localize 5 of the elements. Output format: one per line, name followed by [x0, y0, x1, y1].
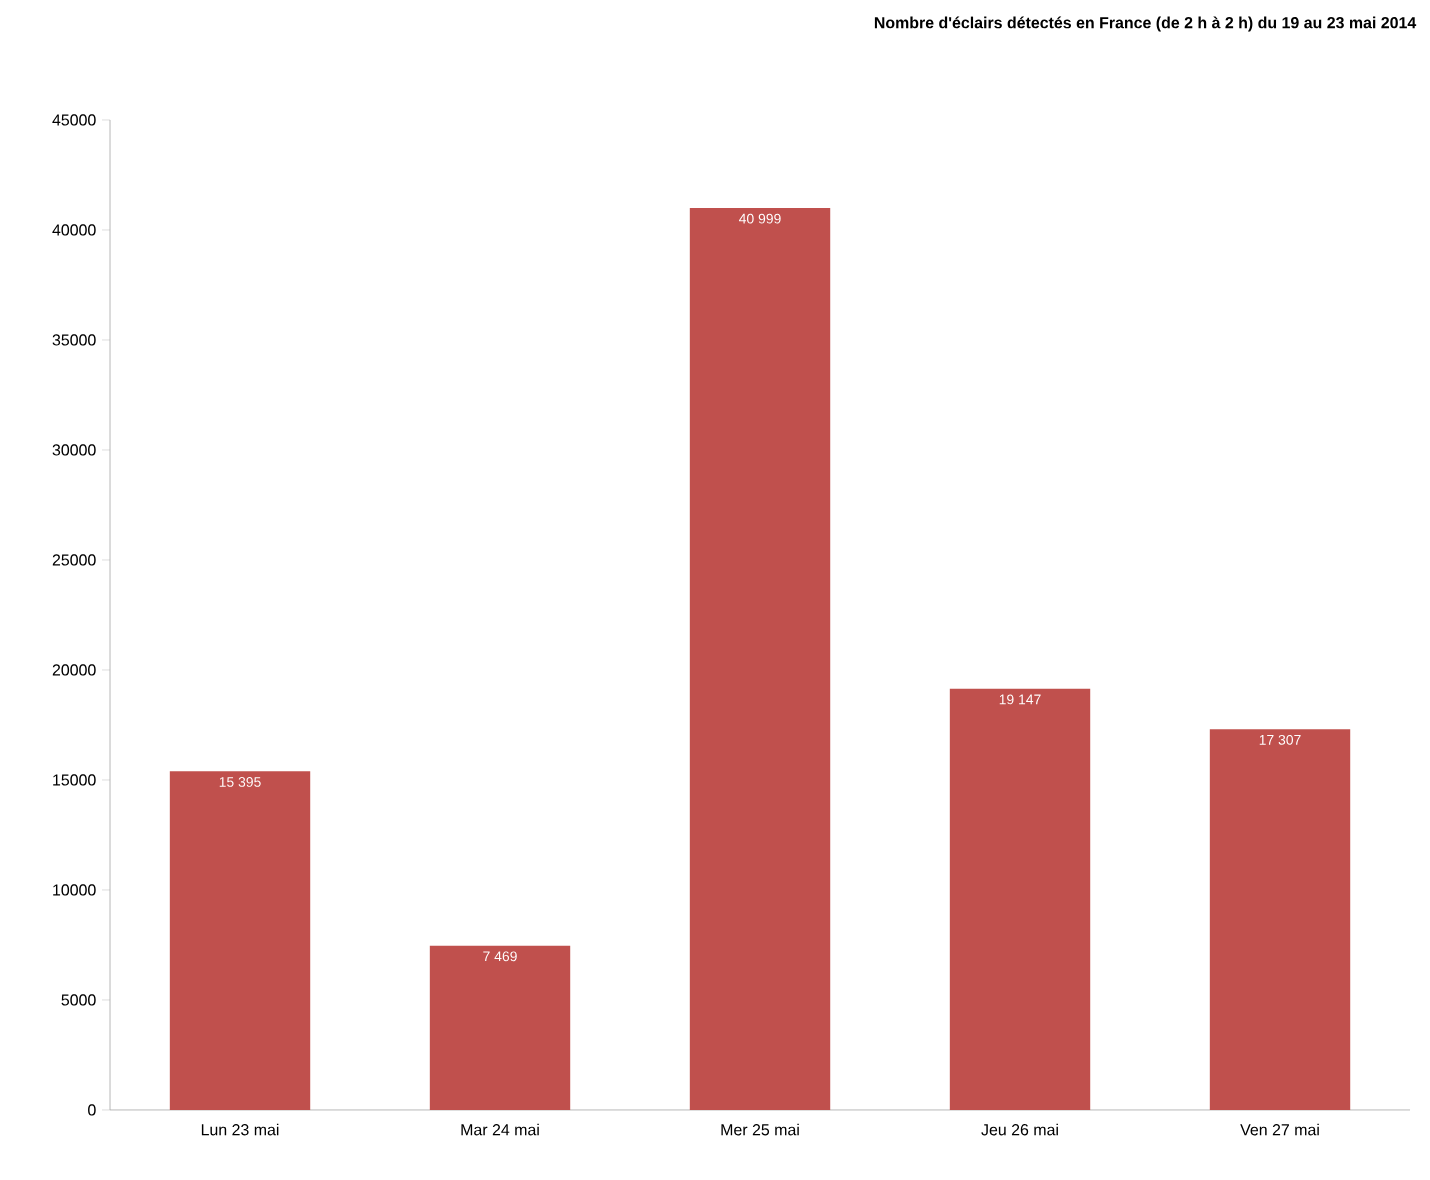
- bar: [949, 688, 1091, 1110]
- bar: [169, 771, 311, 1110]
- bar: [689, 208, 831, 1110]
- bar: [429, 945, 571, 1110]
- bar: [1209, 729, 1351, 1110]
